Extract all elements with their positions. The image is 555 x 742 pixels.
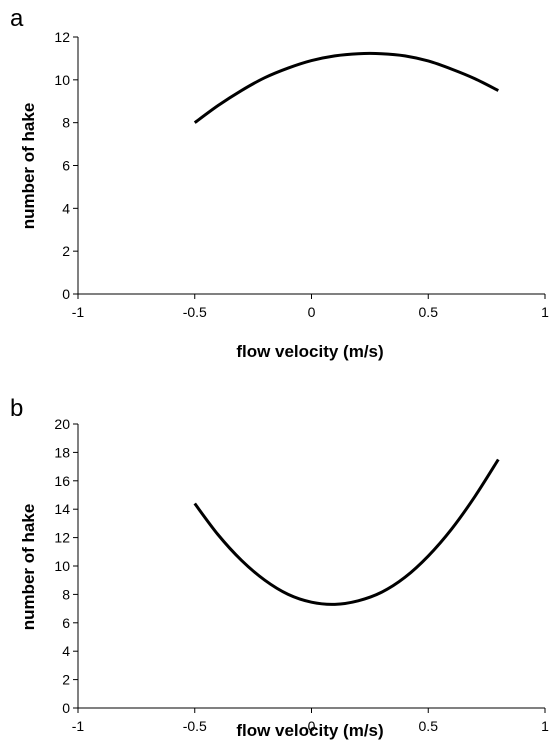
panel-b-y-tick-label: 0: [62, 700, 70, 716]
panel-a-x-tick-label: 0: [308, 304, 316, 320]
panel-b-y-axis-title: number of hake: [19, 504, 38, 631]
panel-b-y-tick-label: 2: [62, 672, 70, 688]
panel-a-y-tick-label: 10: [54, 72, 70, 88]
panel-b-y-tick-label: 16: [54, 473, 70, 489]
panel-b-x-tick-label: -0.5: [183, 718, 207, 734]
panel-b-x-axis-title: flow velocity (m/s): [236, 721, 383, 740]
panel-b-y-tick-label: 18: [54, 444, 70, 460]
panel-a-x-tick-label: 0.5: [419, 304, 439, 320]
panel-a-x-tick-label: -0.5: [183, 304, 207, 320]
panel-a-series-line: [193, 51, 499, 124]
panel-b-series-line: [193, 458, 500, 606]
panel-a-y-tick-label: 8: [62, 115, 70, 131]
panel-b-y-tick-label: 6: [62, 615, 70, 631]
panel-b-x-tick-label: 0.5: [419, 718, 439, 734]
panel-a-x-axis-title: flow velocity (m/s): [236, 342, 383, 361]
panel-a-x-tick-label: -1: [72, 304, 85, 320]
panel-b-x-tick-label: -1: [72, 718, 85, 734]
panel-b-chart: b number of hake flow velocity (m/s) 0 2 4…: [10, 395, 549, 740]
panel-b-label: b: [10, 395, 23, 422]
panel-b-y-tick-label: 8: [62, 586, 70, 602]
panel-a-y-axis-title: number of hake: [19, 103, 38, 230]
panel-a-y-tick-label: 6: [62, 158, 70, 174]
panel-a-y-tick-label: 2: [62, 243, 70, 259]
panel-b-y-tick-label: 12: [54, 530, 70, 546]
panel-b-x-tick-label: 0: [308, 718, 316, 734]
panel-a-y-tick-label: 4: [62, 200, 70, 216]
panel-a-chart: a number of hake flow velocity (m/s) 0 2 4…: [10, 5, 549, 361]
panel-a-y-tick-label: 0: [62, 286, 70, 302]
panel-a-y-tick-label: 12: [54, 29, 70, 45]
panel-b-y-tick-label: 4: [62, 643, 70, 659]
panel-b-y-tick-label: 20: [54, 416, 70, 432]
panel-b-y-tick-label: 10: [54, 558, 70, 574]
panel-a-x-tick-label: 1: [541, 304, 549, 320]
panel-a-label: a: [10, 5, 24, 32]
panel-b-y-tick-label: 14: [54, 501, 70, 517]
panel-b-x-tick-label: 1: [541, 718, 549, 734]
